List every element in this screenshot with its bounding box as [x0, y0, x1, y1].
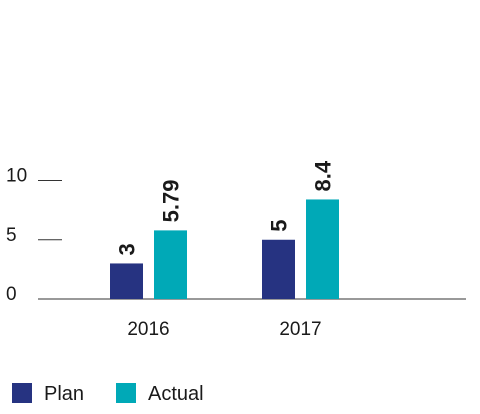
data-label: 5.79	[159, 180, 184, 223]
x-category-label: 2016	[127, 319, 169, 340]
bar-actual-2017	[306, 199, 339, 299]
data-label: 5	[267, 220, 292, 232]
legend-label: Actual	[148, 383, 204, 405]
data-label: 3	[115, 243, 140, 255]
bar-plan-2016	[110, 263, 143, 299]
y-tick-label: 5	[6, 225, 17, 246]
y-tick-label: 10	[6, 166, 27, 187]
bar-actual-2016	[154, 230, 187, 299]
y-tick-label: 0	[6, 284, 17, 305]
bar-plan-2017	[262, 239, 295, 299]
x-category-label: 2017	[279, 319, 321, 340]
legend-label: Plan	[44, 383, 84, 405]
legend-swatch	[116, 383, 136, 403]
legend-swatch	[12, 383, 32, 403]
data-label: 8.4	[311, 160, 336, 191]
